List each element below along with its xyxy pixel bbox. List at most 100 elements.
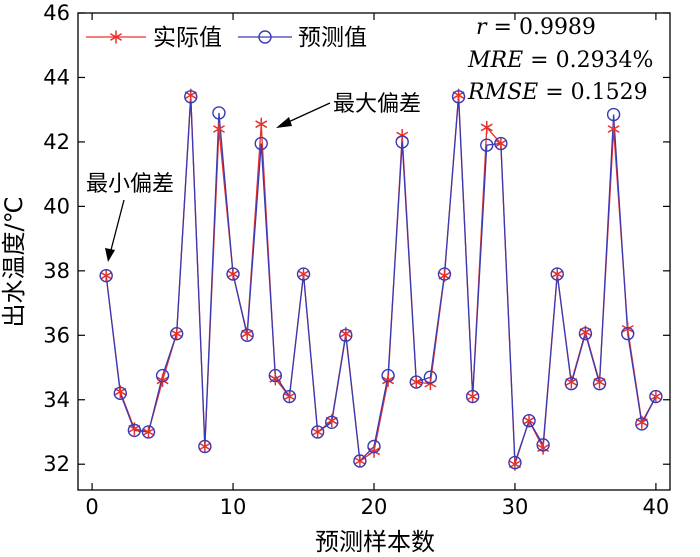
data-point-predicted bbox=[465, 389, 480, 404]
data-point-actual bbox=[311, 425, 324, 439]
data-point-predicted bbox=[451, 90, 466, 104]
data-point-predicted bbox=[127, 423, 142, 438]
data-point-predicted bbox=[437, 267, 452, 281]
data-point-predicted bbox=[353, 454, 367, 468]
data-point-predicted bbox=[508, 455, 522, 470]
data-point-actual bbox=[410, 375, 423, 389]
data-point-predicted bbox=[310, 425, 325, 439]
data-point-predicted bbox=[550, 267, 564, 281]
data-point-predicted bbox=[339, 328, 353, 342]
data-point-actual bbox=[466, 390, 479, 404]
series-markers bbox=[99, 88, 663, 471]
data-point-predicted bbox=[169, 326, 184, 341]
annotation-max-arrow bbox=[283, 102, 331, 125]
data-point-actual bbox=[523, 414, 536, 428]
data-point-predicted bbox=[592, 376, 607, 391]
legend-label-actual: 实际值 bbox=[153, 25, 222, 51]
data-point-predicted bbox=[184, 90, 198, 104]
x-tick-label: 0 bbox=[85, 495, 98, 519]
data-point-predicted bbox=[282, 389, 297, 404]
data-point-actual bbox=[198, 439, 211, 453]
data-point-predicted bbox=[99, 268, 113, 283]
data-point-predicted bbox=[494, 136, 508, 151]
x-tick-label: 30 bbox=[502, 495, 529, 519]
x-axis-label: 预测样本数 bbox=[315, 528, 435, 556]
data-point-predicted bbox=[536, 438, 550, 452]
data-point-actual bbox=[142, 425, 155, 439]
y-tick-label: 44 bbox=[43, 65, 70, 89]
data-point-actual bbox=[367, 444, 381, 458]
y-tick-label: 40 bbox=[43, 194, 70, 218]
data-point-actual bbox=[170, 327, 183, 341]
data-point-predicted bbox=[621, 326, 635, 341]
data-point-predicted bbox=[325, 415, 339, 430]
data-point-predicted bbox=[522, 414, 536, 428]
y-tick-label: 46 bbox=[43, 1, 70, 25]
data-point-predicted bbox=[141, 425, 156, 439]
series-line-1 bbox=[105, 96, 657, 463]
data-point-predicted bbox=[155, 368, 170, 383]
tick-labels: 0 10 20 30 40 32 34 36 38 40 42 44 46 bbox=[43, 1, 669, 519]
data-point-predicted bbox=[240, 328, 254, 342]
data-point-predicted bbox=[296, 267, 311, 281]
data-point-actual bbox=[255, 117, 268, 131]
y-tick-label: 38 bbox=[43, 259, 70, 283]
data-point-predicted bbox=[381, 368, 395, 383]
series-lines bbox=[105, 95, 657, 465]
y-tick-label: 42 bbox=[43, 130, 70, 154]
y-tick-label: 34 bbox=[43, 388, 70, 412]
stat-mre: MRE = 0.2934% bbox=[467, 48, 653, 73]
data-point-predicted bbox=[254, 136, 268, 151]
data-point-actual bbox=[212, 122, 225, 136]
annotation-min-arrowhead bbox=[105, 248, 115, 262]
legend-label-predicted: 预测值 bbox=[298, 25, 367, 51]
legend: 实际值 预测值 bbox=[86, 25, 367, 51]
data-point-predicted bbox=[649, 389, 663, 404]
data-point-predicted bbox=[113, 386, 127, 401]
data-point-actual bbox=[551, 267, 564, 281]
x-tick-label: 40 bbox=[643, 495, 670, 519]
data-point-actual bbox=[649, 390, 662, 404]
data-point-predicted bbox=[564, 376, 579, 391]
legend-star-marker bbox=[109, 30, 123, 44]
annotation-max-arrowhead bbox=[276, 117, 292, 128]
annotation-min-arrow bbox=[110, 199, 125, 251]
data-point-actual bbox=[353, 454, 366, 468]
data-point-actual bbox=[607, 122, 620, 136]
data-point-predicted bbox=[578, 326, 593, 341]
data-point-predicted bbox=[606, 107, 621, 122]
x-tick-label: 20 bbox=[361, 495, 388, 519]
data-point-predicted bbox=[212, 106, 226, 120]
legend-star bbox=[109, 30, 123, 44]
data-point-actual bbox=[537, 441, 550, 455]
data-point-actual bbox=[382, 373, 395, 387]
data-point-actual bbox=[283, 390, 296, 404]
y-tick-label: 36 bbox=[43, 323, 70, 347]
y-axis-label: 出水温度/℃ bbox=[0, 196, 28, 327]
data-point-actual bbox=[621, 322, 634, 336]
y-tick-label: 32 bbox=[43, 452, 70, 476]
data-point-actual bbox=[494, 137, 507, 151]
data-point-predicted bbox=[635, 417, 649, 431]
data-point-actual bbox=[156, 373, 169, 387]
annotation-min-deviation: 最小偏差 bbox=[86, 172, 174, 197]
data-point-predicted bbox=[409, 375, 423, 389]
data-point-predicted bbox=[423, 370, 438, 384]
x-tick-label: 10 bbox=[220, 495, 247, 519]
data-point-predicted bbox=[268, 368, 283, 383]
data-point-predicted bbox=[395, 135, 409, 149]
stat-rmse: RMSE = 0.1529 bbox=[467, 80, 648, 105]
axes bbox=[77, 12, 671, 491]
legend-circle-marker bbox=[258, 30, 272, 44]
data-point-predicted bbox=[226, 267, 240, 281]
data-point-predicted bbox=[480, 138, 494, 152]
data-point-predicted bbox=[367, 439, 381, 454]
statistics-box: r = 0.9989 MRE = 0.2934% RMSE = 0.1529 bbox=[467, 15, 653, 105]
data-point-actual bbox=[227, 267, 240, 281]
stat-r: r = 0.9989 bbox=[476, 15, 596, 40]
data-point-predicted bbox=[198, 439, 212, 454]
annotations: 最大偏差 最小偏差 bbox=[86, 92, 421, 262]
data-point-actual bbox=[100, 269, 113, 283]
annotation-max-deviation: 最大偏差 bbox=[333, 92, 421, 117]
